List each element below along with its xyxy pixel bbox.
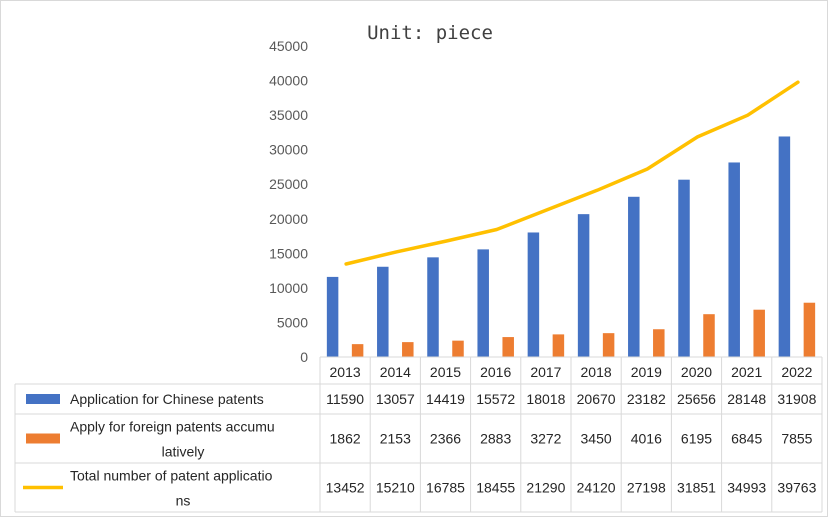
chinese-patents-bar [728, 162, 740, 357]
chinese-patents-bar [427, 257, 439, 357]
y-tick-label: 20000 [269, 211, 308, 227]
chinese-patents-bar [326, 276, 339, 357]
y-tick-label: 30000 [269, 142, 308, 158]
table-value: 7855 [781, 431, 812, 447]
table-value: 1862 [330, 431, 361, 447]
foreign-patents-bar [753, 309, 765, 357]
table-value: 13057 [376, 391, 415, 407]
category-label: 2018 [581, 364, 612, 380]
category-label: 2016 [480, 364, 511, 380]
y-tick-label: 35000 [269, 107, 308, 123]
chinese-patents-bar [678, 179, 690, 357]
legend-label: latively [162, 444, 205, 460]
foreign-patents-bar [351, 344, 364, 357]
category-label: 2022 [781, 364, 812, 380]
table-value: 18455 [476, 480, 515, 496]
table-value: 34993 [727, 480, 766, 496]
chinese-patents-bar [577, 214, 590, 357]
table-value: 3450 [581, 431, 612, 447]
legend-label: ns [176, 493, 191, 509]
legend-key [26, 394, 60, 404]
category-label: 2014 [380, 364, 411, 380]
table-value: 31908 [777, 391, 816, 407]
table-value: 28148 [727, 391, 766, 407]
table-value: 20670 [577, 391, 616, 407]
table-value: 2883 [480, 431, 511, 447]
total-applications-line [344, 80, 800, 266]
table-value: 6195 [681, 431, 712, 447]
table-value: 13452 [326, 480, 365, 496]
foreign-patents-bar [402, 342, 414, 357]
chinese-patents-bar [527, 232, 540, 357]
y-tick-label: 5000 [277, 314, 308, 330]
legend-label: Application for Chinese patents [70, 391, 264, 407]
chinese-patents-bar [377, 266, 389, 357]
table-value: 25656 [677, 391, 716, 407]
category-label: 2019 [631, 364, 662, 380]
y-tick-label: 40000 [269, 73, 308, 89]
chinese-patents-bar [477, 249, 489, 357]
table-value: 21290 [526, 480, 565, 496]
table-value: 24120 [577, 480, 616, 496]
foreign-patents-bar [703, 314, 715, 357]
foreign-patents-bar [803, 302, 816, 357]
table-value: 15210 [376, 480, 415, 496]
chinese-patents-bar [628, 196, 640, 357]
table-value: 23182 [627, 391, 666, 407]
table-value: 2366 [430, 431, 461, 447]
table-value: 15572 [476, 391, 515, 407]
y-tick-label: 25000 [269, 176, 308, 192]
chart-title: Unit: piece [367, 22, 493, 44]
legend-key [26, 433, 60, 444]
y-tick-label: 0 [300, 349, 308, 365]
chinese-patents-bar [778, 136, 791, 357]
table-value: 11590 [326, 391, 364, 407]
category-label: 2013 [330, 364, 361, 380]
foreign-patents-bar [653, 329, 665, 357]
category-label: 2015 [430, 364, 461, 380]
foreign-patents-bar [602, 333, 615, 357]
y-tick-label: 45000 [269, 38, 308, 54]
table-value: 18018 [526, 391, 565, 407]
y-tick-label: 15000 [269, 245, 308, 261]
legend-label: Apply for foreign patents accumu [70, 419, 275, 435]
table-value: 6845 [731, 431, 762, 447]
category-label: 2021 [731, 364, 762, 380]
category-label: 2017 [530, 364, 561, 380]
foreign-patents-bar [452, 340, 464, 357]
table-value: 14419 [426, 391, 465, 407]
category-label: 2020 [681, 364, 712, 380]
table-value: 4016 [631, 431, 662, 447]
y-tick-label: 10000 [269, 280, 308, 296]
table-value: 31851 [677, 480, 716, 496]
foreign-patents-bar [552, 334, 565, 357]
legend-label: Total number of patent applicatio [70, 468, 273, 484]
table-value: 16785 [426, 480, 465, 496]
table-value: 39763 [777, 480, 816, 496]
table-value: 27198 [627, 480, 666, 496]
foreign-patents-bar [502, 337, 514, 357]
table-value: 2153 [380, 431, 411, 447]
table-value: 3272 [530, 431, 561, 447]
